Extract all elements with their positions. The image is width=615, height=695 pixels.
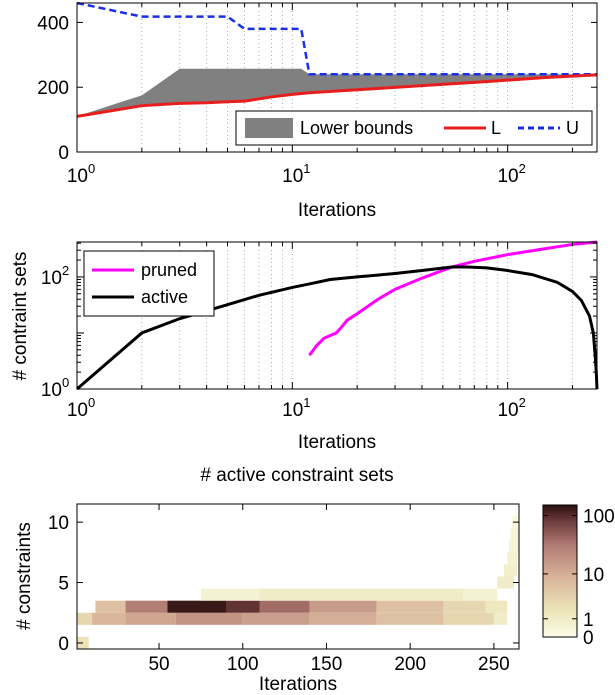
colorbar-ticks: 01 10 100 bbox=[543, 507, 615, 649]
heatmap-cell bbox=[443, 612, 494, 625]
colorbar-tick-label: 100 bbox=[583, 507, 615, 528]
x-tick-label: 101 bbox=[282, 161, 310, 187]
legend-box bbox=[83, 250, 215, 317]
heatmap-cell bbox=[242, 612, 310, 625]
heatmap-cell bbox=[508, 540, 519, 553]
x-axis-label: Iterations bbox=[298, 432, 376, 453]
bounds-chart: 0 200 400 100 101 102 Iterations Lower bounds… bbox=[37, 1, 598, 221]
y-tick-label: 0 bbox=[58, 143, 69, 164]
constraint-sets-chart: 100 101 102 100 102 Iterations # contraint s… bbox=[10, 240, 599, 453]
legend-label-active: active bbox=[141, 287, 188, 307]
heatmap-cell bbox=[376, 612, 444, 625]
x-tick-label: 150 bbox=[311, 654, 343, 675]
legend: pruned active bbox=[83, 250, 215, 317]
x-tick-label: 100 bbox=[67, 161, 95, 187]
y-tick-label: 10 bbox=[48, 513, 69, 534]
heatmap-cell bbox=[507, 552, 518, 565]
heatmap-cell bbox=[259, 600, 310, 613]
axis-ticks: 50 100 150 200 250 0 5 10 bbox=[48, 504, 519, 675]
heatmap-cell bbox=[92, 612, 126, 625]
x-tick-label: 100 bbox=[67, 395, 95, 421]
heatmap-cell bbox=[493, 612, 508, 625]
heatmap-cell bbox=[77, 612, 93, 625]
legend: Lower bounds L U bbox=[235, 110, 593, 146]
axis-ticks: 100 101 102 100 102 bbox=[41, 242, 597, 421]
legend-label-lower-bounds: Lower bounds bbox=[300, 118, 413, 138]
heatmap-cell bbox=[309, 600, 377, 613]
series-pruned-line bbox=[308, 240, 598, 357]
heatmap-cell bbox=[200, 588, 260, 601]
heatmap-cell bbox=[443, 600, 486, 613]
y-tick-label: 102 bbox=[41, 263, 69, 289]
heatmap-cell bbox=[503, 564, 518, 577]
y-tick-label: 5 bbox=[58, 574, 69, 595]
lower-bounds-area bbox=[77, 68, 597, 117]
y-tick-label: 200 bbox=[37, 78, 69, 99]
x-axis-label: Iterations bbox=[259, 674, 337, 695]
x-tick-label: 101 bbox=[282, 395, 310, 421]
x-tick-label: 102 bbox=[497, 161, 525, 187]
y-tick-label: 400 bbox=[37, 13, 69, 34]
x-axis-label: Iterations bbox=[298, 200, 376, 221]
x-tick-label: 250 bbox=[478, 654, 510, 675]
x-tick-label: 100 bbox=[227, 654, 259, 675]
colorbar bbox=[542, 504, 578, 638]
chart-title: # active constraint sets bbox=[200, 465, 393, 486]
heatmap-cell bbox=[259, 588, 464, 601]
axis-ticks: 0 200 400 100 101 102 bbox=[37, 3, 597, 187]
axes-box bbox=[76, 2, 598, 153]
heatmap-cell bbox=[125, 612, 176, 625]
axes-box bbox=[76, 503, 520, 650]
legend-label-U: U bbox=[566, 118, 579, 138]
heatmap-cell bbox=[485, 600, 508, 613]
colorbar-tick-label: 1 bbox=[583, 610, 594, 631]
heatmap-cell bbox=[309, 612, 377, 625]
heatmap-cell bbox=[167, 600, 227, 613]
heatmap-cell bbox=[226, 600, 260, 613]
heatmap-cell bbox=[125, 600, 168, 613]
series-U-line bbox=[76, 1, 597, 76]
heatmap-cells bbox=[77, 516, 519, 649]
x-tick-label: 200 bbox=[394, 654, 426, 675]
legend-swatch-lower-bounds bbox=[245, 118, 293, 138]
colorbar-tick-label: 10 bbox=[583, 565, 604, 586]
heatmap-cell bbox=[463, 588, 498, 601]
plot-area bbox=[76, 240, 599, 391]
series-L-line bbox=[76, 73, 598, 118]
heatmap-cell bbox=[497, 576, 514, 589]
legend-label-pruned: pruned bbox=[141, 260, 197, 280]
heatmap-cell bbox=[175, 612, 243, 625]
colorbar-tick-label: 0 bbox=[583, 628, 594, 649]
y-axis-label: # contraint sets bbox=[10, 252, 31, 381]
y-axis-label: # constraints bbox=[14, 522, 35, 630]
series-active-line bbox=[76, 265, 599, 391]
heatmap-chart: # active constraint sets 50 100 150 200 2500… bbox=[14, 465, 615, 695]
y-tick-label: 100 bbox=[41, 375, 69, 401]
y-tick-label: 0 bbox=[58, 634, 69, 655]
heatmap-cell bbox=[510, 528, 519, 541]
x-tick-label: 102 bbox=[497, 395, 525, 421]
plot-area bbox=[76, 1, 598, 118]
heatmap-cell bbox=[95, 600, 126, 613]
legend-label-L: L bbox=[491, 118, 501, 138]
heatmap-cell bbox=[376, 600, 444, 613]
x-tick-label: 50 bbox=[148, 654, 169, 675]
axes-box bbox=[76, 241, 598, 390]
